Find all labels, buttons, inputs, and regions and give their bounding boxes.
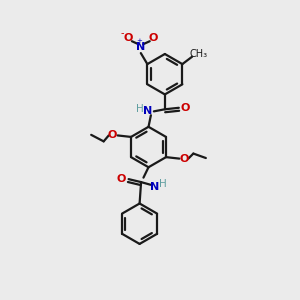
Text: O: O	[116, 174, 126, 184]
Text: O: O	[181, 103, 190, 113]
Text: O: O	[124, 33, 133, 43]
Text: O: O	[148, 33, 158, 43]
Text: O: O	[108, 130, 117, 140]
Text: O: O	[180, 154, 189, 164]
Text: N: N	[143, 106, 152, 116]
Text: H: H	[159, 179, 167, 189]
Text: +: +	[136, 38, 142, 44]
Text: H: H	[136, 104, 144, 114]
Text: -: -	[121, 28, 124, 38]
Text: N: N	[150, 182, 160, 192]
Text: CH₃: CH₃	[189, 49, 207, 59]
Text: N: N	[136, 42, 146, 52]
